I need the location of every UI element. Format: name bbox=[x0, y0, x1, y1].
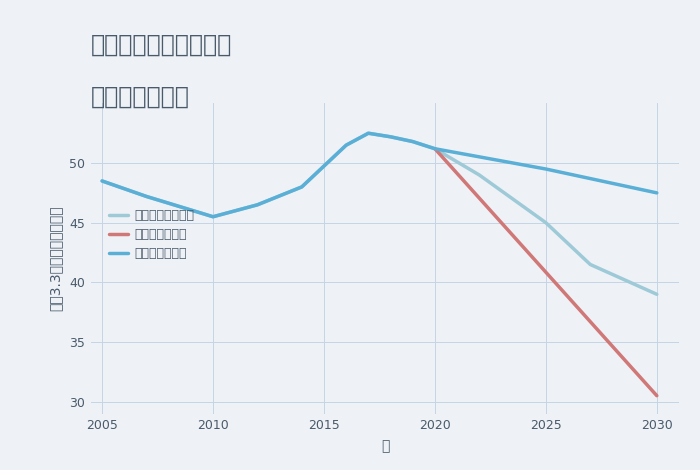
ノーマルシナリオ bbox=[386, 134, 395, 140]
Y-axis label: 坪（3.3㎡）単価（万円）: 坪（3.3㎡）単価（万円） bbox=[48, 206, 62, 311]
グッドシナリオ bbox=[342, 142, 351, 148]
グッドシナリオ bbox=[430, 146, 439, 151]
ノーマルシナリオ bbox=[209, 214, 217, 219]
ノーマルシナリオ bbox=[542, 220, 550, 226]
ノーマルシナリオ bbox=[342, 142, 351, 148]
ノーマルシナリオ bbox=[652, 291, 661, 297]
ノーマルシナリオ bbox=[409, 139, 417, 144]
ノーマルシナリオ bbox=[586, 262, 594, 267]
Legend: ノーマルシナリオ, バッドシナリオ, グッドシナリオ: ノーマルシナリオ, バッドシナリオ, グッドシナリオ bbox=[109, 209, 194, 260]
グッドシナリオ bbox=[364, 130, 372, 136]
Text: 土地の価格推移: 土地の価格推移 bbox=[91, 85, 190, 109]
ノーマルシナリオ bbox=[298, 184, 306, 190]
グッドシナリオ bbox=[409, 139, 417, 144]
グッドシナリオ bbox=[253, 202, 262, 208]
ノーマルシナリオ bbox=[430, 146, 439, 151]
X-axis label: 年: 年 bbox=[381, 439, 389, 453]
ノーマルシナリオ bbox=[253, 202, 262, 208]
グッドシナリオ bbox=[542, 166, 550, 172]
Line: バッドシナリオ: バッドシナリオ bbox=[435, 149, 657, 396]
グッドシナリオ bbox=[386, 134, 395, 140]
Line: ノーマルシナリオ: ノーマルシナリオ bbox=[102, 133, 657, 294]
Line: グッドシナリオ: グッドシナリオ bbox=[102, 133, 657, 217]
ノーマルシナリオ bbox=[142, 194, 150, 199]
グッドシナリオ bbox=[98, 178, 106, 184]
ノーマルシナリオ bbox=[98, 178, 106, 184]
ノーマルシナリオ bbox=[475, 172, 484, 178]
ノーマルシナリオ bbox=[364, 130, 372, 136]
バッドシナリオ bbox=[430, 146, 439, 151]
グッドシナリオ bbox=[298, 184, 306, 190]
バッドシナリオ bbox=[652, 393, 661, 399]
グッドシナリオ bbox=[142, 194, 150, 199]
Text: 兵庫県西宮市国見台の: 兵庫県西宮市国見台の bbox=[91, 33, 232, 57]
グッドシナリオ bbox=[652, 190, 661, 196]
グッドシナリオ bbox=[209, 214, 217, 219]
